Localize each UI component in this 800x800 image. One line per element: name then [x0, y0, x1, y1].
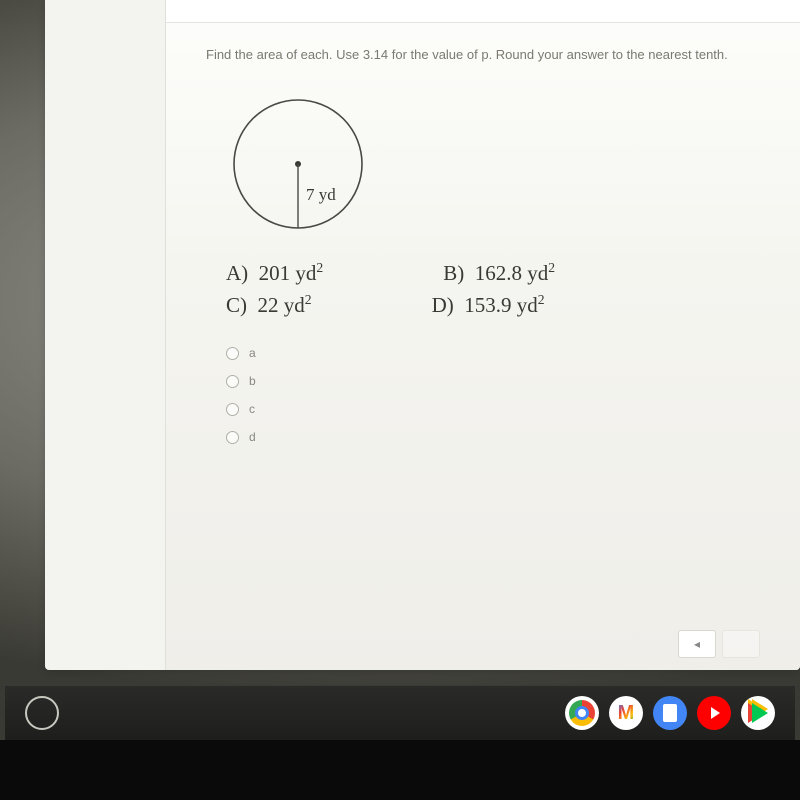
option-d[interactable]: d — [226, 430, 770, 444]
answer-choices: A) 201 yd2 B) 162.8 yd2 C) 22 yd2 D) 153… — [226, 260, 770, 318]
gmail-icon[interactable]: M — [609, 696, 643, 730]
play-store-icon[interactable] — [741, 696, 775, 730]
app-tray: M — [565, 696, 775, 730]
radio-icon — [226, 431, 239, 444]
radius-label: 7 yd — [306, 185, 336, 204]
prev-button[interactable]: ◂ — [678, 630, 716, 658]
youtube-icon[interactable] — [697, 696, 731, 730]
answer-d: D) 153.9 yd2 — [432, 292, 545, 318]
question-prompt: Find the area of each. Use 3.14 for the … — [206, 47, 770, 62]
laptop-bezel — [0, 740, 800, 800]
launcher-icon[interactable] — [25, 696, 59, 730]
radio-icon — [226, 375, 239, 388]
option-label: b — [249, 374, 256, 388]
next-button[interactable] — [722, 630, 760, 658]
taskbar: M — [5, 685, 795, 740]
nav-buttons: ◂ — [678, 630, 760, 658]
circle-figure: 7 yd — [226, 92, 770, 242]
option-b[interactable]: b — [226, 374, 770, 388]
answer-c: C) 22 yd2 — [226, 292, 312, 318]
quiz-page: Find the area of each. Use 3.14 for the … — [165, 0, 800, 670]
answer-a: A) 201 yd2 — [226, 260, 323, 286]
browser-window: Find the area of each. Use 3.14 for the … — [45, 0, 800, 670]
circle-svg: 7 yd — [226, 92, 376, 242]
docs-icon[interactable] — [653, 696, 687, 730]
option-label: a — [249, 346, 256, 360]
radio-icon — [226, 347, 239, 360]
option-a[interactable]: a — [226, 346, 770, 360]
radio-options: a b c d — [226, 346, 770, 444]
option-c[interactable]: c — [226, 402, 770, 416]
option-label: d — [249, 430, 256, 444]
answer-b: B) 162.8 yd2 — [443, 260, 555, 286]
radio-icon — [226, 403, 239, 416]
option-label: c — [249, 402, 255, 416]
chrome-icon[interactable] — [565, 696, 599, 730]
